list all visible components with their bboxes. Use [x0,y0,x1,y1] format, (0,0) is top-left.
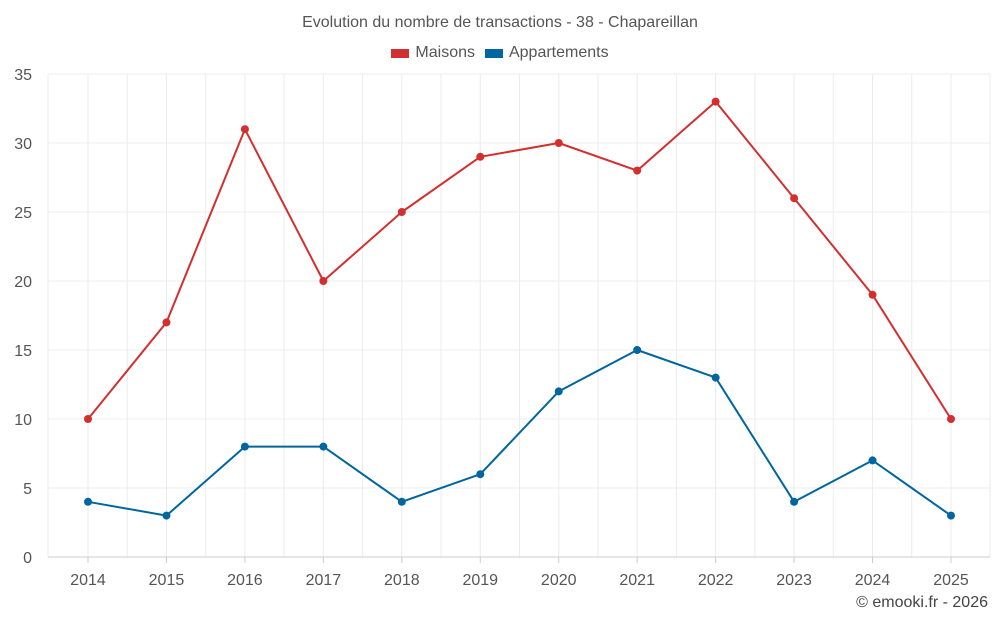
y-tick-label: 20 [14,274,32,291]
data-point-appartements [790,497,799,506]
data-point-appartements [84,497,92,506]
data-point-appartements [554,387,563,396]
credit-text: © emooki.fr - 2026 [856,594,988,611]
y-tick-label: 10 [14,412,32,429]
data-point-appartements [476,470,485,479]
x-tick-label: 2017 [306,572,342,589]
data-point-appartements [319,442,328,451]
x-tick-label: 2023 [776,572,812,589]
data-point-appartements [633,346,642,354]
x-tick-label: 2025 [933,572,969,589]
series-line-appartements [87,349,952,517]
data-point-maisons [868,290,877,299]
legend: Maisons Appartements [0,44,1000,62]
data-point-maisons [240,125,249,134]
x-tick-label: 2020 [541,572,577,589]
x-tick-label: 2024 [855,572,891,589]
chart-title: Evolution du nombre de transactions - 38… [302,14,698,31]
legend-item-maisons[interactable]: Maisons [391,44,475,62]
legend-swatch-appartements [484,48,503,58]
x-tick-label: 2016 [227,572,263,589]
data-point-maisons [790,194,799,203]
data-point-maisons [84,415,92,423]
data-point-maisons [947,415,955,423]
x-tick-label: 2022 [698,572,734,589]
legend-label-maisons: Maisons [415,44,475,61]
x-tick-label: 2019 [462,572,498,589]
x-tick-label: 2021 [619,572,655,589]
data-point-appartements [947,511,955,520]
data-point-maisons [162,318,171,327]
data-point-maisons [476,152,485,161]
data-point-maisons [711,97,720,106]
legend-swatch-maisons [391,48,410,58]
data-point-appartements [240,442,249,451]
y-tick-label: 30 [14,136,32,153]
x-tick-label: 2015 [149,572,185,589]
y-tick-label: 25 [14,205,32,222]
grid [47,73,991,557]
y-tick-label: 5 [23,481,32,498]
y-tick-label: 0 [23,550,32,567]
legend-label-appartements: Appartements [508,44,609,61]
x-tick-label: 2018 [384,572,420,589]
data-point-appartements [868,456,877,465]
legend-item-appartements[interactable]: Appartements [484,44,609,62]
data-point-maisons [397,208,406,216]
y-tick-label: 15 [14,343,32,360]
y-tick-label: 35 [14,67,32,84]
data-point-maisons [319,277,328,285]
series-line-maisons [87,100,952,420]
data-point-appartements [711,373,720,382]
data-point-appartements [162,511,171,520]
series [84,97,955,520]
data-point-appartements [397,497,406,506]
data-point-maisons [633,166,642,175]
x-tick-label: 2014 [70,572,106,589]
data-point-maisons [554,139,563,147]
